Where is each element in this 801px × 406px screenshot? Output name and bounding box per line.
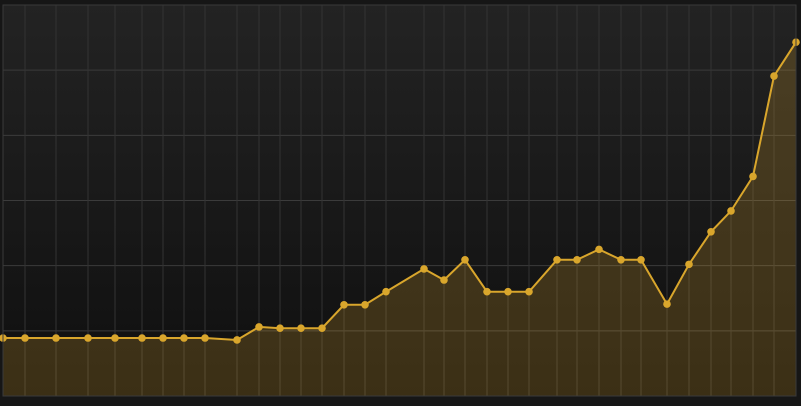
point [382, 287, 390, 296]
point [233, 336, 241, 344]
point [111, 334, 119, 342]
point [361, 300, 369, 309]
point [637, 256, 645, 264]
point [749, 172, 757, 181]
point [727, 207, 735, 215]
point [420, 265, 428, 273]
point [440, 276, 448, 284]
point [318, 324, 326, 333]
point [138, 334, 146, 342]
point [180, 334, 188, 342]
point [461, 256, 469, 264]
point [255, 323, 263, 331]
point [685, 260, 693, 269]
point [525, 287, 533, 296]
point [595, 245, 603, 254]
point [52, 334, 60, 342]
point [573, 256, 581, 264]
area-fill [3, 42, 796, 397]
point [276, 324, 284, 333]
point [553, 256, 561, 264]
point [504, 287, 512, 296]
point [159, 334, 167, 342]
point [770, 72, 778, 80]
point [707, 227, 715, 236]
plot-border [2, 4, 797, 397]
point [663, 300, 671, 308]
point [84, 334, 92, 342]
point [297, 324, 305, 333]
point [21, 334, 29, 342]
point [483, 287, 491, 296]
point [617, 256, 625, 264]
point [340, 300, 348, 309]
point [201, 334, 209, 342]
